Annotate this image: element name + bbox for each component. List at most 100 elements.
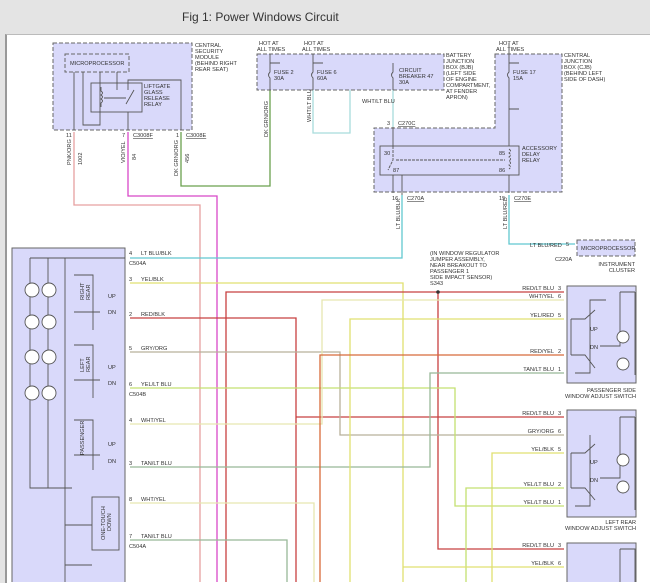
bjb-label: BATTERY (446, 53, 472, 59)
wire-yel-red (349, 318, 564, 582)
dn-label: DN (108, 459, 116, 465)
relay-label: RELEASE (144, 96, 170, 102)
switch-internal-wiring (570, 291, 636, 375)
cluster-label: CLUSTER (609, 268, 635, 274)
fuse-icon (268, 54, 394, 90)
relay-label: LIFTGATE (144, 84, 171, 90)
connector-label: C504A (129, 544, 146, 550)
wire-label: TAN/LT BLU (141, 461, 172, 467)
wire-label: WHT/LT BLU (362, 99, 395, 105)
wire-vio-yel (127, 132, 218, 582)
connector-label: C220A (555, 257, 572, 263)
dn-label: DN (108, 310, 116, 316)
wire-yel-lt-blu-2 (465, 487, 564, 582)
wire-label: LT BLU/RED (503, 197, 509, 229)
switch-label: LEFT REAR (605, 520, 636, 526)
dn-label: DN (590, 345, 598, 351)
wire-label: YEL/RED (530, 313, 554, 319)
switch-label: PASSENGER SIDE (587, 388, 636, 394)
bjb-label: COMPARTMENT, (446, 83, 491, 89)
splice-label: (IN WINDOW REGULATOR (430, 251, 499, 257)
fuse-label: 30A (274, 76, 284, 82)
liftgate-relay-box (90, 82, 143, 113)
module-label: (BEHIND RIGHT (195, 61, 238, 67)
pin-number: 3 (387, 121, 390, 127)
central-security-module: MICROPROCESSOR LIFTGATE GLASS RELEASE RE… (52, 42, 238, 176)
wire-label: PNK/ORG (67, 139, 73, 165)
module-label: SECURITY (195, 49, 224, 55)
wire-label: LT BLU/BLK (396, 198, 402, 229)
terminal-label: 30 (384, 151, 390, 157)
section-label-right-rear: REAR (86, 284, 92, 300)
up-label: UP (590, 327, 598, 333)
pin-number: 2 (558, 349, 561, 355)
fuse-label: 60A (317, 76, 327, 82)
wire-red-lt-blu-splice (437, 292, 564, 550)
passenger-window-switch: UP DN PASSENGER SIDE WINDOW ADJUST SWITC… (565, 285, 637, 400)
pin-number: 5 (558, 447, 561, 453)
hot-label: HOT AT (259, 41, 279, 47)
fuse17-icon (392, 43, 519, 195)
wire-label: VIO/YEL (121, 141, 127, 163)
third-window-switch (566, 542, 637, 582)
wire-label: YEL/LT BLU (523, 500, 554, 506)
circuit-number: 1002 (78, 153, 84, 165)
hot-label: HOT AT (304, 41, 324, 47)
module-label: MODULE (195, 55, 219, 61)
wire-wht-yel-2 (130, 502, 315, 582)
wire-label: YEL/LT BLU (141, 382, 172, 388)
relay-label: GLASS (144, 90, 163, 96)
terminal-label: 86 (499, 168, 505, 174)
pin-number: 15 (499, 196, 505, 202)
pin-number: 4 (129, 418, 132, 424)
led-icon (616, 330, 630, 344)
wire-label: WHT/LT BLU (307, 89, 313, 122)
bjb-label: JUNCTION (446, 59, 474, 65)
connector-label: C270A (407, 196, 424, 202)
splice-label: JUMPER ASSEMBLY, (430, 257, 485, 263)
wire-yel-blk-left-rear (491, 452, 564, 582)
wire-label: TAN/LT BLU (523, 367, 554, 373)
pin-number: 3 (558, 543, 561, 549)
breaker-label: 30A (399, 80, 409, 86)
switch-internal-wiring (570, 416, 636, 510)
wire-label: YEL/BLK (141, 277, 164, 283)
fuse-label: FUSE 17 (513, 70, 536, 76)
up-label: UP (108, 365, 116, 371)
bjb-label: AT FENDER (446, 89, 477, 95)
module-label: REAR SEAT) (195, 67, 228, 73)
section-label-right-rear: RIGHT (80, 282, 86, 300)
wire-yel-lt-blu (130, 387, 564, 507)
wire-tan-lt-blu-2 (130, 539, 288, 582)
led-icons (24, 282, 57, 401)
one-touch-down-module (91, 496, 120, 551)
splice-s343: (IN WINDOW REGULATOR JUMPER ASSEMBLY, NE… (430, 251, 499, 287)
microprocessor-box (64, 53, 130, 73)
pin-number: 7 (122, 133, 125, 139)
cluster-label: INSTRUMENT (598, 262, 635, 268)
led-icon (616, 453, 630, 467)
pin-number: 3 (558, 286, 561, 292)
connector-label: C270C (398, 121, 415, 127)
wire-tan-lt-blu (130, 372, 564, 468)
wire-lt-blu-red (508, 195, 575, 245)
wire-label: LT BLU/RED (530, 243, 562, 249)
cjb-label: (BEHIND LEFT (564, 71, 603, 77)
pin-number: 11 (66, 133, 72, 139)
cjb-label: SIDE OF DASH) (564, 77, 605, 83)
relay-switch-icon (387, 146, 511, 171)
switch-internal-wiring (29, 257, 125, 582)
wire-label: TAN/LT BLU (141, 534, 172, 540)
terminal-label: 85 (499, 151, 505, 157)
pin-number: 6 (558, 429, 561, 435)
accessory-delay-relay (379, 145, 520, 176)
terminal-label: 87 (393, 168, 399, 174)
cjb-label: CENTRAL (564, 53, 590, 59)
pin-number: 5 (558, 313, 561, 319)
fuse-label: 15A (513, 76, 523, 82)
battery-junction-box: HOT AT ALL TIMES HOT AT ALL TIMES FUSE 2… (256, 41, 491, 137)
microprocessor-label: MICROPROCESSOR (581, 246, 635, 252)
connector-label: C270E (514, 196, 531, 202)
wire-label: YEL/BLK (531, 447, 554, 453)
